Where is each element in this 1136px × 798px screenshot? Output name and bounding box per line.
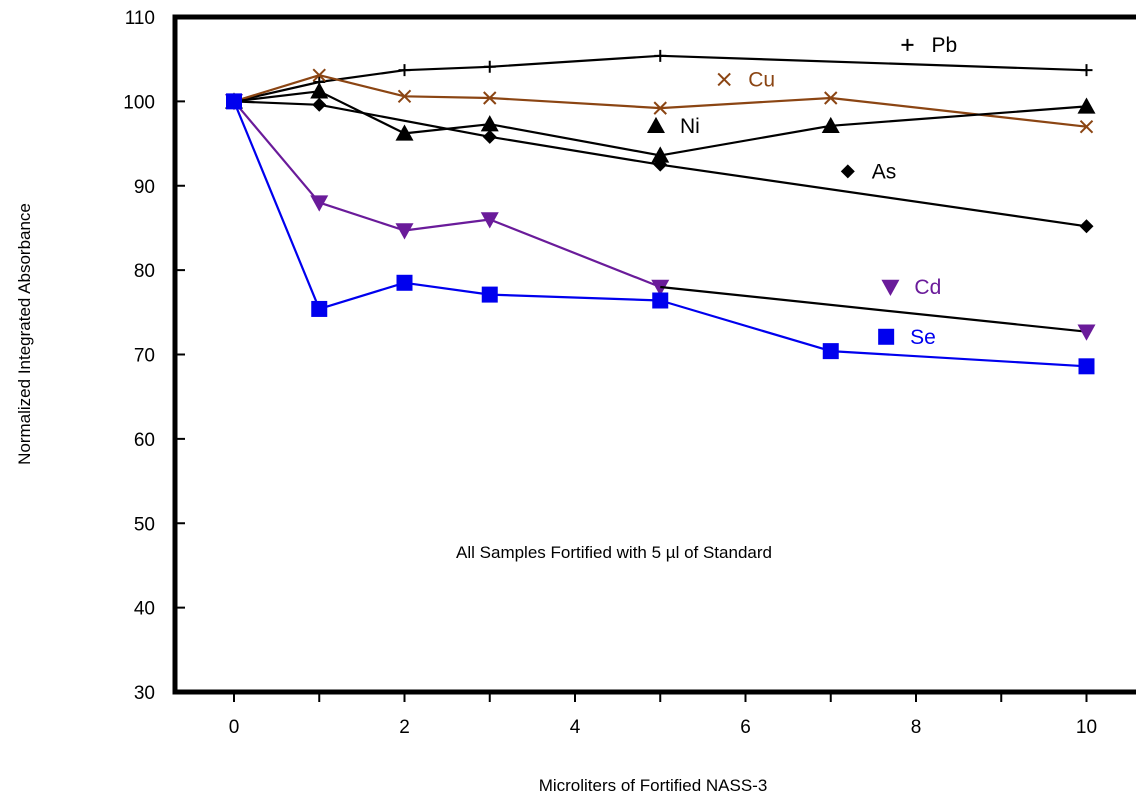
x-tick-label: 0 [229, 717, 240, 738]
data-point-se [822, 343, 839, 360]
annotation-text: All Samples Fortified with 5 µl of Stand… [456, 543, 772, 562]
legend-marker-cd [881, 279, 900, 296]
legend-label-ni: Ni [680, 115, 700, 138]
data-point-se [652, 292, 669, 309]
data-point-pb [1080, 64, 1093, 77]
series-line-pb [233, 54, 1087, 103]
data-point-cd-tail [1077, 324, 1096, 341]
data-point-cu [312, 68, 326, 82]
data-point-as [482, 129, 497, 144]
data-point-ni [1077, 97, 1096, 114]
data-point-cd [480, 212, 499, 229]
data-point-ni [651, 146, 670, 163]
series-line-cu [233, 74, 1087, 128]
data-point-as [653, 157, 668, 172]
data-point-se [396, 274, 413, 291]
y-axis-title: Normalized Integrated Absorbance [15, 203, 34, 465]
data-point-cu [1079, 119, 1094, 134]
legend-marker-ni [646, 116, 665, 134]
data-point-se [311, 300, 328, 317]
data-point-as [312, 97, 327, 112]
x-tick-label: 2 [399, 717, 410, 738]
data-point-cu [483, 91, 497, 105]
legend-label-cd: Cd [914, 276, 941, 299]
legend-label-cu: Cu [748, 68, 775, 91]
data-point-cu [653, 101, 667, 115]
series-line-se [232, 100, 1087, 368]
legend-marker-cu [717, 72, 731, 87]
y-tick-label: 40 [134, 599, 155, 620]
data-point-se [481, 286, 498, 303]
x-tick-label: 8 [911, 717, 922, 738]
y-tick-label: 100 [123, 92, 155, 113]
data-point-cd [310, 195, 329, 212]
y-tick-label: 80 [134, 261, 155, 282]
data-point-pb [483, 60, 496, 73]
y-tick-label: 110 [125, 8, 155, 29]
y-tick-label: 90 [134, 177, 155, 198]
x-tick-label: 4 [570, 717, 581, 738]
series-line-cd-tail [660, 285, 1087, 333]
data-point-cu [397, 89, 412, 104]
legend-marker-pb [901, 38, 914, 51]
data-point-cu [824, 91, 838, 105]
y-tick-label: 70 [134, 346, 155, 367]
data-point-ni [480, 115, 499, 132]
x-tick-label: 10 [1076, 717, 1097, 738]
data-point-se [226, 93, 242, 110]
legend-label-pb: Pb [931, 34, 957, 57]
data-point-ni [821, 116, 840, 134]
legend-marker-as [840, 164, 855, 179]
x-axis-title: Microliters of Fortified NASS-3 [539, 776, 768, 795]
data-point-se [1078, 358, 1095, 375]
legend-marker-se [878, 328, 895, 345]
data-point-pb [398, 64, 411, 77]
series-line-ni [233, 90, 1087, 157]
y-tick-label: 30 [134, 683, 155, 704]
y-tick-label: 60 [134, 430, 155, 451]
data-point-cd [395, 223, 414, 240]
y-tick-label: 50 [134, 514, 155, 535]
legend-label-as: As [872, 160, 897, 183]
data-point-ni [310, 82, 329, 99]
data-point-ni [395, 124, 414, 141]
data-point-pb [654, 49, 667, 62]
data-point-as [1079, 219, 1094, 234]
legend-label-se: Se [910, 326, 936, 349]
x-tick-label: 6 [740, 717, 751, 738]
